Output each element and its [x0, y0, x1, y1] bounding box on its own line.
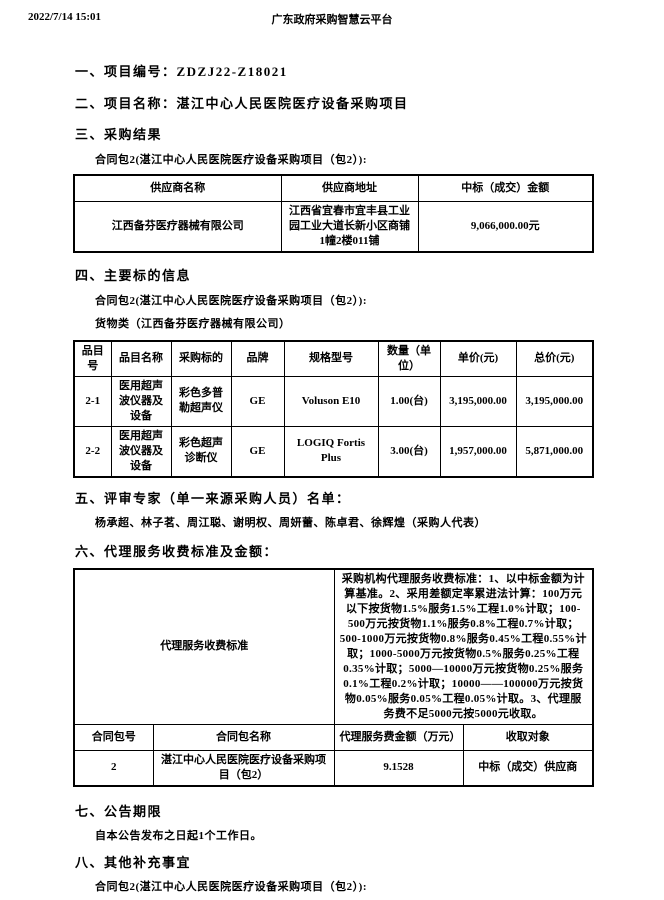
fee-amount-header: 代理服务费金额（万元）	[333, 723, 464, 751]
section-heading-main-subject: 四、主要标的信息	[75, 267, 192, 283]
result-package-line: 合同包2(湛江中心人民医院医疗设备采购项目（包2）):	[95, 154, 367, 166]
supplier-name-cell: 江西备芬医疗器械有限公司	[73, 200, 282, 252]
fee-payer-header: 收取对象	[462, 723, 594, 751]
section-heading-procurement-result: 三、采购结果	[75, 127, 163, 142]
items-table-header-row: 品目号 品目名称 采购标的 品牌 规格型号 数量（单位） 单价(元) 总价(元)	[73, 340, 594, 377]
fee-standard-label: 代理服务收费标准	[73, 568, 335, 725]
expert-names: 杨承超、林子茗、周江聪、谢明权、周妍蕾、陈卓君、徐辉煌（采购人代表）	[95, 516, 486, 529]
item-no-header: 品目号	[73, 340, 112, 377]
package-no-cell: 2	[73, 749, 154, 786]
item-no-cell: 2-1	[73, 375, 112, 427]
fee-payer-cell: 中标（成交）供应商	[462, 749, 594, 786]
fee-standard-text: 采购机构代理服务收费标准：1、以中标金额为计算基准。2、采用差额定率累进法计算：…	[333, 568, 594, 725]
award-amount-cell: 9,066,000.00元	[417, 200, 594, 252]
quantity-cell: 3.00(台)	[377, 425, 441, 477]
print-timestamp: 2022/7/14 15:01	[28, 11, 102, 23]
item-name-cell: 医用超声波仪器及设备	[110, 425, 172, 477]
fee-standard-row: 代理服务收费标准 采购机构代理服务收费标准：1、以中标金额为计算基准。2、采用差…	[73, 568, 594, 725]
procurement-target-cell: 彩色超声诊断仪	[170, 425, 232, 477]
announcement-period-body: 自本公告发布之日起1个工作日。	[95, 829, 262, 842]
table-row: 2 湛江中心人民医院医疗设备采购项目（包2） 9.1528 中标（成交）供应商	[73, 749, 594, 786]
section-heading-experts: 五、评审专家（单一来源采购人员）名单：	[75, 490, 351, 506]
table-row: 2-2 医用超声波仪器及设备 彩色超声诊断仪 GE LOGIQ Fortis P…	[73, 425, 594, 477]
table-row: 江西备芬医疗器械有限公司 江西省宜春市宜丰县工业园工业大道长新小区商铺1幢2楼0…	[73, 200, 594, 252]
brand-header: 品牌	[230, 340, 285, 377]
supplier-address-cell: 江西省宜春市宜丰县工业园工业大道长新小区商铺1幢2楼011铺	[280, 200, 419, 252]
subject-category-line: 货物类（江西备芬医疗器械有限公司）	[95, 317, 291, 330]
unit-price-header: 单价(元)	[439, 340, 517, 377]
award-amount-header: 中标（成交）金额	[417, 174, 594, 202]
section-heading-other-matters: 八、其他补充事宜	[75, 854, 192, 870]
site-title: 广东政府采购智慧云平台	[271, 14, 393, 26]
package-name-cell: 湛江中心人民医院医疗设备采购项目（包2）	[152, 749, 335, 786]
brand-cell: GE	[230, 375, 285, 427]
section-heading-announcement-period: 七、公告期限	[75, 803, 163, 819]
item-name-cell: 医用超声波仪器及设备	[110, 375, 172, 427]
model-cell: Voluson E10	[283, 375, 379, 427]
quantity-header: 数量（单位）	[377, 340, 441, 377]
supplier-table-header-row: 供应商名称 供应商地址 中标（成交）金额	[73, 174, 594, 202]
quantity-cell: 1.00(台)	[377, 375, 441, 427]
total-price-header: 总价(元)	[515, 340, 594, 377]
model-header: 规格型号	[283, 340, 379, 377]
unit-price-cell: 1,957,000.00	[439, 425, 517, 477]
model-cell: LOGIQ Fortis Plus	[283, 425, 379, 477]
procurement-target-header: 采购标的	[170, 340, 232, 377]
table-row: 2-1 医用超声波仪器及设备 彩色多普勒超声仪 GE Voluson E10 1…	[73, 375, 594, 427]
total-price-cell: 5,871,000.00	[515, 425, 594, 477]
item-no-cell: 2-2	[73, 425, 112, 477]
unit-price-cell: 3,195,000.00	[439, 375, 517, 427]
items-table: 品目号 品目名称 采购标的 品牌 规格型号 数量（单位） 单价(元) 总价(元)…	[73, 339, 594, 478]
fee-table-header-row: 合同包号 合同包名称 代理服务费金额（万元） 收取对象	[73, 723, 594, 751]
section-heading-project-name: 二、项目名称：湛江中心人民医院医疗设备采购项目	[75, 96, 409, 111]
procurement-target-cell: 彩色多普勒超声仪	[170, 375, 232, 427]
subject-package-line: 合同包2(湛江中心人民医院医疗设备采购项目（包2）):	[95, 294, 367, 307]
total-price-cell: 3,195,000.00	[515, 375, 594, 427]
brand-cell: GE	[230, 425, 285, 477]
item-name-header: 品目名称	[110, 340, 172, 377]
agency-fee-table: 代理服务收费标准 采购机构代理服务收费标准：1、以中标金额为计算基准。2、采用差…	[73, 567, 595, 787]
package-name-header: 合同包名称	[152, 723, 335, 751]
supplier-table: 供应商名称 供应商地址 中标（成交）金额 江西备芬医疗器械有限公司 江西省宜春市…	[73, 174, 594, 253]
package-no-header: 合同包号	[73, 723, 154, 751]
section-heading-project-number: 一、项目编号：ZDZJ22-Z18021	[75, 64, 288, 79]
supplier-name-header: 供应商名称	[73, 174, 282, 202]
other-matters-package-line: 合同包2(湛江中心人民医院医疗设备采购项目（包2）):	[95, 880, 367, 893]
supplier-address-header: 供应商地址	[280, 174, 419, 202]
print-header: 2022/7/14 15:01 广东政府采购智慧云平台	[0, 0, 664, 28]
section-heading-agency-fee: 六、代理服务收费标准及金额：	[75, 543, 279, 559]
fee-amount-cell: 9.1528	[333, 749, 464, 786]
